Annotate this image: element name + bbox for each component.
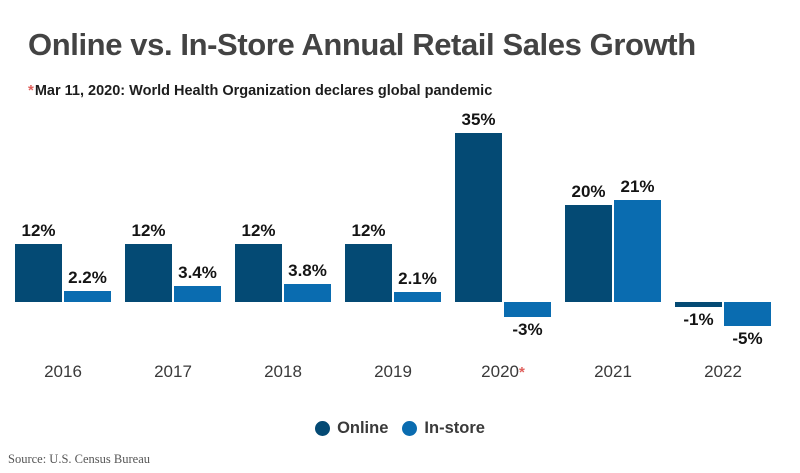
bar-online-2018[interactable] <box>235 243 282 302</box>
bar-value-label-online-2018: 12% <box>241 220 276 240</box>
bar-value-label-instore-2018: 3.8% <box>288 260 327 280</box>
bar-value-label-online-2017: 12% <box>131 220 166 240</box>
x-axis-label-2017: 2017 <box>154 362 192 381</box>
bar-online-2017[interactable] <box>125 243 172 302</box>
bar-online-2021[interactable] <box>565 205 612 302</box>
bar-group-2022: -1% -5% 2022 <box>675 0 771 473</box>
x-axis-label-2020: 2020* <box>455 362 551 382</box>
bar-online-2019[interactable] <box>345 243 392 302</box>
bar-value-label-online-2022: -1% <box>683 309 714 329</box>
bar-online-2016[interactable] <box>15 243 62 302</box>
bar-group-2020: 35% -3% 2020* <box>455 0 551 473</box>
bar-instore-2018[interactable] <box>284 283 331 302</box>
bar-online-2020[interactable] <box>455 132 502 302</box>
chart-legend: Online In-store <box>0 419 800 438</box>
legend-label-online: Online <box>337 419 389 437</box>
chart-subtitle: *Mar 11, 2020: World Health Organization… <box>28 82 492 99</box>
bar-value-label-instore-2022: -5% <box>732 329 763 349</box>
legend-item-online[interactable]: Online <box>315 419 388 438</box>
chart-subtitle-text: Mar 11, 2020: World Health Organization … <box>34 83 493 99</box>
legend-label-instore: In-store <box>424 419 485 437</box>
legend-item-instore[interactable]: In-store <box>402 419 485 438</box>
chart-title: Online vs. In-Store Annual Retail Sales … <box>28 27 696 62</box>
bar-value-label-online-2020: 35% <box>461 109 496 129</box>
legend-marker-circle-online <box>315 421 331 436</box>
x-axis-label-2019: 2019 <box>374 362 412 381</box>
bar-online-2022[interactable] <box>675 302 722 307</box>
bar-instore-2020[interactable] <box>504 302 551 317</box>
bar-group-2018: 12% 3.8% 2018 <box>235 0 331 473</box>
bar-value-label-online-2016: 12% <box>21 220 56 240</box>
x-axis-label-2016: 2016 <box>44 362 82 381</box>
bar-value-label-instore-2021: 21% <box>620 177 655 197</box>
bar-group-2021: 20% 21% 2021 <box>565 0 661 473</box>
bar-value-label-instore-2019: 2.1% <box>398 268 437 288</box>
asterisk-icon: * <box>28 82 34 99</box>
asterisk-icon: * <box>518 364 525 381</box>
bar-group-2019: 12% 2.1% 2019 <box>345 0 441 473</box>
bar-value-label-online-2019: 12% <box>351 220 386 240</box>
x-axis-label-text: 2020 <box>481 362 519 381</box>
legend-marker-circle-instore <box>402 421 418 436</box>
bar-value-label-instore-2020: -3% <box>512 319 543 339</box>
bar-instore-2017[interactable] <box>174 285 221 302</box>
bar-instore-2021[interactable] <box>614 200 661 302</box>
bar-value-label-instore-2016: 2.2% <box>68 268 107 288</box>
bar-value-label-instore-2017: 3.4% <box>178 262 217 282</box>
bar-value-label-online-2021: 20% <box>571 182 606 202</box>
x-axis-label-2021: 2021 <box>594 362 632 381</box>
bar-instore-2022[interactable] <box>724 302 771 327</box>
source-note: Source: U.S. Census Bureau <box>8 452 150 466</box>
bar-instore-2019[interactable] <box>394 291 441 302</box>
bar-group-2017: 12% 3.4% 2017 <box>125 0 221 473</box>
x-axis-label-2022: 2022 <box>704 362 742 381</box>
bar-group-2016: 12% 2.2% 2016 <box>15 0 111 473</box>
x-axis-label-2018: 2018 <box>264 362 302 381</box>
bar-instore-2016[interactable] <box>64 291 111 302</box>
